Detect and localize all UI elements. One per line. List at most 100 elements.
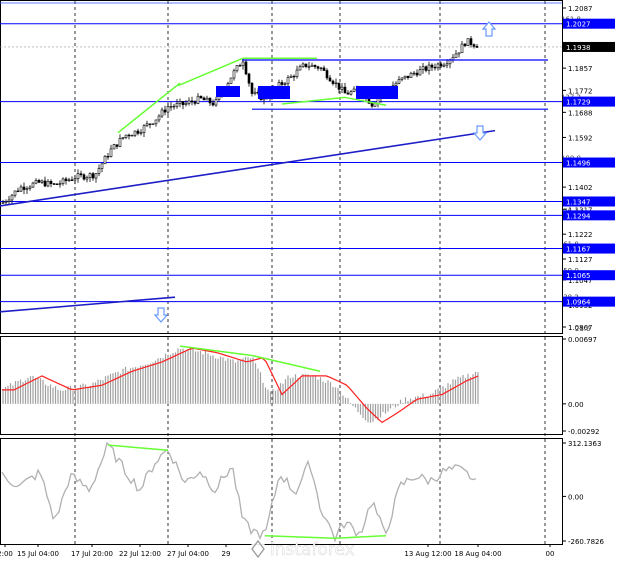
candle-body: [145, 123, 149, 127]
candle-body: [7, 199, 11, 202]
divergence-line: [179, 345, 253, 357]
level-price-box: [563, 243, 615, 254]
candle-body: [280, 82, 284, 85]
candle-body: [46, 180, 50, 187]
candle-body: [298, 66, 302, 71]
candle-body: [307, 66, 311, 68]
candle-body: [394, 82, 398, 86]
divergence-line: [264, 534, 336, 540]
candle-body: [61, 178, 65, 184]
candle-body: [331, 80, 335, 84]
current-price-box: [563, 41, 615, 52]
candle-body: [67, 179, 71, 182]
divergence-line: [177, 57, 244, 87]
level-price-label: 1.1294: [566, 212, 591, 220]
candle-body: [40, 180, 44, 183]
candle-body: [424, 66, 428, 71]
macd-signal-line: [2, 347, 479, 424]
candle-body: [91, 173, 95, 179]
candle-body: [349, 91, 353, 95]
candle-body: [208, 97, 212, 104]
candle-body: [76, 173, 80, 179]
candle-body: [406, 75, 410, 78]
candle-body: [232, 70, 236, 79]
macd-tick-label: -0.00292: [568, 428, 599, 436]
cci-line: [1, 441, 477, 543]
candle-body: [190, 100, 194, 103]
level-price-label: 1.2027: [566, 21, 591, 29]
candle-body: [28, 186, 32, 189]
candle-body: [433, 66, 437, 69]
candle-body: [286, 77, 290, 85]
x-tick-label: 15 Jul 04:00: [17, 550, 59, 558]
candle-body: [466, 38, 470, 46]
candle-body: [97, 168, 101, 174]
candle-body: [139, 132, 143, 134]
level-price-box: [563, 270, 615, 281]
candle-body: [124, 134, 128, 138]
divergence-line: [117, 82, 181, 134]
price-tick-label: 1.1688: [568, 109, 593, 117]
candle-body: [451, 57, 455, 61]
candle-body: [133, 130, 137, 136]
candle-body: [463, 43, 467, 46]
candle-body: [55, 183, 59, 185]
candle-body: [235, 65, 239, 72]
level-price-label: 1.1167: [566, 246, 591, 254]
candle-body: [16, 190, 20, 193]
candle-body: [106, 155, 110, 158]
candle-body: [10, 194, 14, 201]
candle-body: [85, 177, 89, 180]
vertical-gridlines: [74, 1, 546, 544]
candle-body: [58, 183, 62, 185]
macd-panel: [2, 345, 479, 424]
x-tick-label: 29: [222, 550, 231, 558]
level-price-label: 1.1496: [566, 160, 591, 168]
candle-body: [412, 72, 416, 75]
zone-box: [216, 86, 240, 97]
candle-body: [409, 72, 413, 78]
candle-body: [238, 65, 242, 67]
candle-body: [352, 88, 356, 92]
price-tick-label: 1.1402: [568, 184, 593, 192]
level-price-box: [563, 210, 615, 221]
candle-body: [253, 91, 257, 94]
candle-body: [181, 101, 185, 105]
candle-body: [88, 173, 92, 178]
candle-body: [415, 72, 419, 76]
candle-body: [130, 134, 134, 137]
candle-body: [136, 130, 140, 134]
candle-body: [82, 174, 86, 180]
candle-body: [79, 173, 83, 176]
candle-body: [241, 61, 245, 66]
candle-body: [439, 63, 443, 67]
candle-body: [100, 163, 104, 169]
candle-body: [13, 190, 17, 196]
candle-body: [52, 183, 56, 185]
price-panel: [0, 2, 562, 323]
candle-body: [442, 64, 446, 67]
zone-box: [258, 86, 290, 99]
level-price-label: 1.1729: [566, 99, 591, 107]
candle-body: [334, 82, 338, 85]
annotations: [0, 21, 548, 323]
candle-body: [346, 92, 350, 95]
candle-body: [151, 123, 155, 125]
macd-panel-frame: [0, 336, 563, 435]
candle-body: [310, 64, 314, 67]
candle-body: [421, 66, 425, 70]
candle-body: [184, 102, 188, 105]
candle-body: [214, 99, 218, 106]
level-price-box: [563, 196, 615, 207]
level-price-label: 1.0964: [566, 299, 591, 307]
candle-body: [295, 69, 299, 77]
candle-body: [109, 148, 113, 157]
candle-body: [127, 134, 131, 137]
candle-body: [313, 64, 317, 68]
candle-body: [289, 75, 293, 78]
candle-body: [205, 97, 209, 101]
price-tick-label: 1.1047: [568, 277, 593, 285]
candle-body: [169, 106, 173, 108]
candle-body: [148, 123, 152, 125]
price-panel-frame: [0, 0, 563, 334]
